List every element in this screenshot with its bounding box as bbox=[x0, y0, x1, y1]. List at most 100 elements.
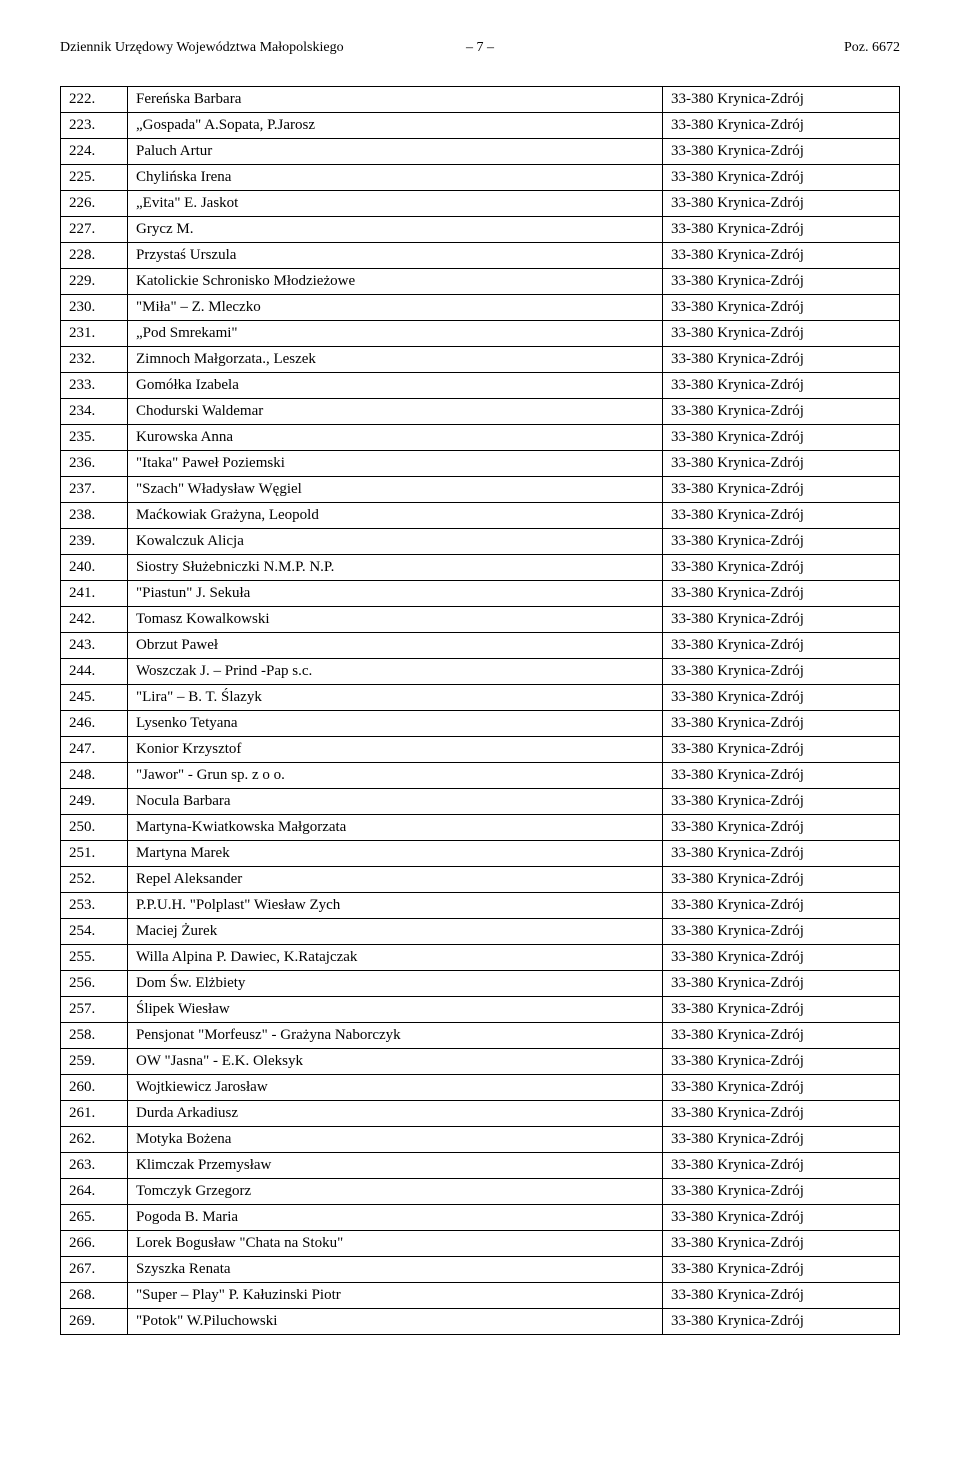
row-number: 240. bbox=[61, 555, 128, 581]
row-name: Chylińska Irena bbox=[128, 165, 663, 191]
row-name: Motyka Bożena bbox=[128, 1127, 663, 1153]
table-row: 229.Katolickie Schronisko Młodzieżowe33-… bbox=[61, 269, 900, 295]
table-row: 231.„Pod Smrekami"33-380 Krynica-Zdrój bbox=[61, 321, 900, 347]
row-location: 33-380 Krynica-Zdrój bbox=[663, 685, 900, 711]
row-number: 267. bbox=[61, 1257, 128, 1283]
row-name: Maćkowiak Grażyna, Leopold bbox=[128, 503, 663, 529]
row-number: 225. bbox=[61, 165, 128, 191]
row-number: 252. bbox=[61, 867, 128, 893]
row-location: 33-380 Krynica-Zdrój bbox=[663, 503, 900, 529]
row-name: Repel Aleksander bbox=[128, 867, 663, 893]
row-name: Fereńska Barbara bbox=[128, 87, 663, 113]
table-row: 246.Lysenko Tetyana33-380 Krynica-Zdrój bbox=[61, 711, 900, 737]
row-number: 224. bbox=[61, 139, 128, 165]
row-number: 238. bbox=[61, 503, 128, 529]
table-row: 228.Przystaś Urszula33-380 Krynica-Zdrój bbox=[61, 243, 900, 269]
table-row: 233.Gomółka Izabela33-380 Krynica-Zdrój bbox=[61, 373, 900, 399]
row-name: Szyszka Renata bbox=[128, 1257, 663, 1283]
row-number: 265. bbox=[61, 1205, 128, 1231]
row-location: 33-380 Krynica-Zdrój bbox=[663, 1257, 900, 1283]
table-row: 227.Grycz M.33-380 Krynica-Zdrój bbox=[61, 217, 900, 243]
row-number: 258. bbox=[61, 1023, 128, 1049]
row-name: "Lira" – B. T. Ślazyk bbox=[128, 685, 663, 711]
row-name: Chodurski Waldemar bbox=[128, 399, 663, 425]
table-row: 242.Tomasz Kowalkowski33-380 Krynica-Zdr… bbox=[61, 607, 900, 633]
table-row: 254.Maciej Żurek33-380 Krynica-Zdrój bbox=[61, 919, 900, 945]
row-number: 241. bbox=[61, 581, 128, 607]
row-location: 33-380 Krynica-Zdrój bbox=[663, 971, 900, 997]
table-row: 236."Itaka" Paweł Poziemski33-380 Krynic… bbox=[61, 451, 900, 477]
row-name: Katolickie Schronisko Młodzieżowe bbox=[128, 269, 663, 295]
table-row: 241."Piastun" J. Sekuła33-380 Krynica-Zd… bbox=[61, 581, 900, 607]
header-position: Poz. 6672 bbox=[514, 40, 900, 56]
table-row: 253.P.P.U.H. "Polplast" Wiesław Zych33-3… bbox=[61, 893, 900, 919]
table-row: 250.Martyna-Kwiatkowska Małgorzata33-380… bbox=[61, 815, 900, 841]
row-location: 33-380 Krynica-Zdrój bbox=[663, 477, 900, 503]
row-number: 242. bbox=[61, 607, 128, 633]
row-location: 33-380 Krynica-Zdrój bbox=[663, 633, 900, 659]
row-location: 33-380 Krynica-Zdrój bbox=[663, 425, 900, 451]
row-location: 33-380 Krynica-Zdrój bbox=[663, 399, 900, 425]
row-name: P.P.U.H. "Polplast" Wiesław Zych bbox=[128, 893, 663, 919]
row-location: 33-380 Krynica-Zdrój bbox=[663, 555, 900, 581]
row-number: 256. bbox=[61, 971, 128, 997]
row-number: 245. bbox=[61, 685, 128, 711]
row-location: 33-380 Krynica-Zdrój bbox=[663, 217, 900, 243]
row-location: 33-380 Krynica-Zdrój bbox=[663, 841, 900, 867]
row-name: "Super – Play" P. Kałuzinski Piotr bbox=[128, 1283, 663, 1309]
row-number: 243. bbox=[61, 633, 128, 659]
row-number: 229. bbox=[61, 269, 128, 295]
row-name: Paluch Artur bbox=[128, 139, 663, 165]
row-number: 253. bbox=[61, 893, 128, 919]
table-row: 226.„Evita" E. Jaskot33-380 Krynica-Zdró… bbox=[61, 191, 900, 217]
table-row: 263.Klimczak Przemysław33-380 Krynica-Zd… bbox=[61, 1153, 900, 1179]
row-location: 33-380 Krynica-Zdrój bbox=[663, 113, 900, 139]
row-name: Maciej Żurek bbox=[128, 919, 663, 945]
row-name: Zimnoch Małgorzata., Leszek bbox=[128, 347, 663, 373]
page-container: Dziennik Urzędowy Województwa Małopolski… bbox=[0, 0, 960, 1375]
row-name: "Potok" W.Piluchowski bbox=[128, 1309, 663, 1335]
row-number: 235. bbox=[61, 425, 128, 451]
row-number: 249. bbox=[61, 789, 128, 815]
row-name: Pogoda B. Maria bbox=[128, 1205, 663, 1231]
table-row: 257.Ślipek Wiesław33-380 Krynica-Zdrój bbox=[61, 997, 900, 1023]
row-name: Siostry Służebniczki N.M.P. N.P. bbox=[128, 555, 663, 581]
row-location: 33-380 Krynica-Zdrój bbox=[663, 997, 900, 1023]
row-location: 33-380 Krynica-Zdrój bbox=[663, 1179, 900, 1205]
row-name: "Itaka" Paweł Poziemski bbox=[128, 451, 663, 477]
row-number: 251. bbox=[61, 841, 128, 867]
table-row: 247.Konior Krzysztof33-380 Krynica-Zdrój bbox=[61, 737, 900, 763]
row-number: 223. bbox=[61, 113, 128, 139]
row-location: 33-380 Krynica-Zdrój bbox=[663, 1205, 900, 1231]
row-name: „Gospada" A.Sopata, P.Jarosz bbox=[128, 113, 663, 139]
row-number: 269. bbox=[61, 1309, 128, 1335]
row-name: "Miła" – Z. Mleczko bbox=[128, 295, 663, 321]
row-location: 33-380 Krynica-Zdrój bbox=[663, 659, 900, 685]
row-location: 33-380 Krynica-Zdrój bbox=[663, 191, 900, 217]
row-name: Nocula Barbara bbox=[128, 789, 663, 815]
row-name: Klimczak Przemysław bbox=[128, 1153, 663, 1179]
entries-table: 222.Fereńska Barbara33-380 Krynica-Zdrój… bbox=[60, 86, 900, 1335]
row-location: 33-380 Krynica-Zdrój bbox=[663, 1127, 900, 1153]
row-number: 228. bbox=[61, 243, 128, 269]
row-location: 33-380 Krynica-Zdrój bbox=[663, 321, 900, 347]
row-number: 230. bbox=[61, 295, 128, 321]
row-location: 33-380 Krynica-Zdrój bbox=[663, 581, 900, 607]
table-row: 252.Repel Aleksander33-380 Krynica-Zdrój bbox=[61, 867, 900, 893]
row-name: Gomółka Izabela bbox=[128, 373, 663, 399]
row-number: 236. bbox=[61, 451, 128, 477]
row-number: 226. bbox=[61, 191, 128, 217]
row-number: 248. bbox=[61, 763, 128, 789]
row-location: 33-380 Krynica-Zdrój bbox=[663, 607, 900, 633]
row-location: 33-380 Krynica-Zdrój bbox=[663, 347, 900, 373]
table-row: 223.„Gospada" A.Sopata, P.Jarosz33-380 K… bbox=[61, 113, 900, 139]
row-location: 33-380 Krynica-Zdrój bbox=[663, 1309, 900, 1335]
row-number: 247. bbox=[61, 737, 128, 763]
header-journal-title: Dziennik Urzędowy Województwa Małopolski… bbox=[60, 40, 446, 56]
row-name: Willa Alpina P. Dawiec, K.Ratajczak bbox=[128, 945, 663, 971]
table-row: 245."Lira" – B. T. Ślazyk33-380 Krynica-… bbox=[61, 685, 900, 711]
table-row: 234.Chodurski Waldemar33-380 Krynica-Zdr… bbox=[61, 399, 900, 425]
row-location: 33-380 Krynica-Zdrój bbox=[663, 139, 900, 165]
row-number: 231. bbox=[61, 321, 128, 347]
table-row: 258.Pensjonat "Morfeusz" - Grażyna Nabor… bbox=[61, 1023, 900, 1049]
